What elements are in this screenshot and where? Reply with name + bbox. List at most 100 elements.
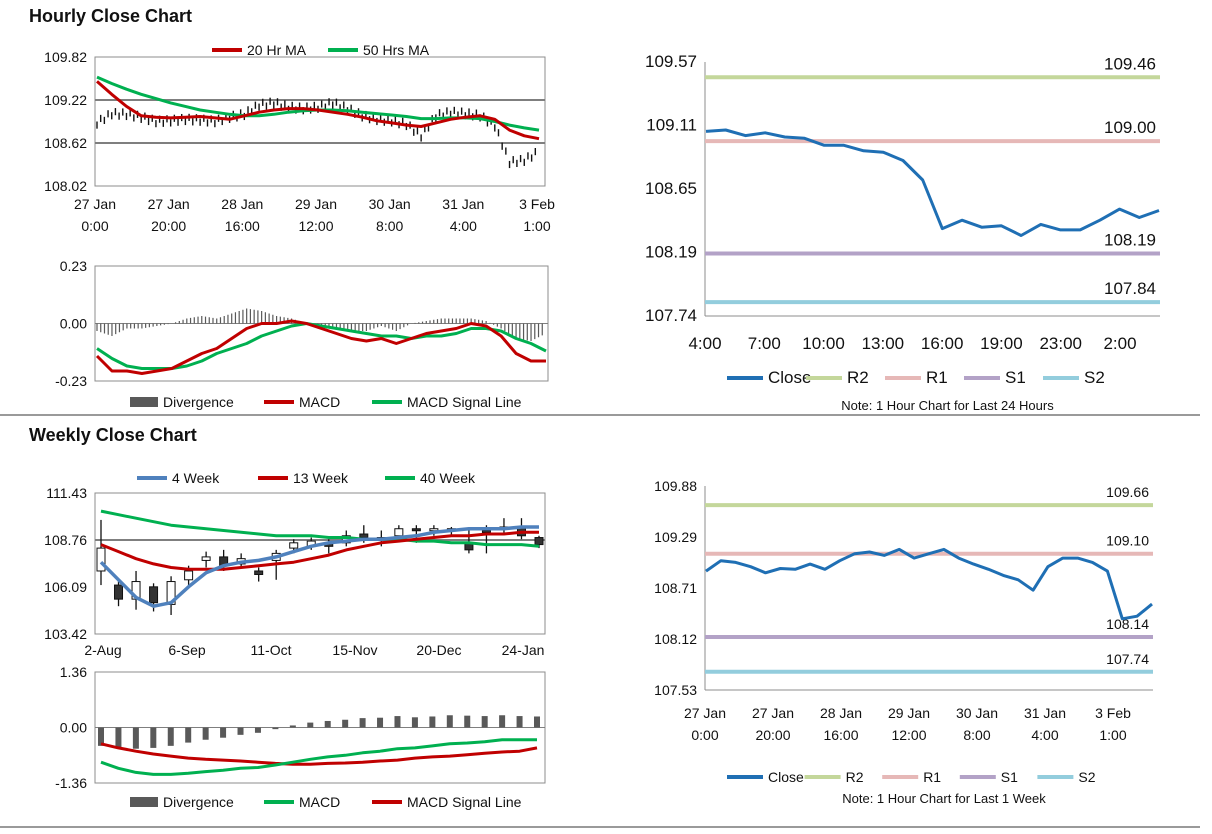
lastweek-note: Note: 1 Hour Chart for Last 1 Week: [842, 791, 1046, 806]
hourly-price-x-tick: 31 Jan: [442, 196, 484, 212]
hourly-price-x-tick: 28 Jan: [221, 196, 263, 212]
weekly-divergence-bar: [98, 727, 104, 746]
hourly-price-x-tick: 27 Jan: [74, 196, 116, 212]
weekly-candle-body: [184, 570, 194, 581]
last24-x-tick: 13:00: [862, 334, 905, 353]
lastweek-y-tick: 109.88: [654, 478, 697, 494]
lastweek-level-r1-label: 109.10: [1106, 533, 1149, 549]
last24-x-tick: 10:00: [802, 334, 845, 353]
weekly-divergence-bar: [516, 716, 523, 728]
lastweek-x-tick: 28 Jan: [820, 705, 862, 721]
last24-y-tick: 107.74: [645, 306, 697, 325]
weekly-divergence-bar: [429, 716, 436, 728]
weekly-candle-body: [411, 528, 421, 532]
weekly-divergence-bar: [464, 715, 471, 728]
last24-y-tick: 109.57: [645, 52, 697, 71]
last24-level-s2-label: 107.84: [1104, 279, 1156, 298]
weekly-divergence-bar: [411, 717, 418, 728]
legend-20hr-ma-label: 20 Hr MA: [247, 42, 307, 58]
lastweek-level-s1-label: 108.14: [1106, 616, 1149, 632]
weekly-macd-y-tick: -1.36: [55, 775, 87, 791]
hourly-section-title: Hourly Close Chart: [29, 6, 193, 26]
weekly-price-y-tick: 108.76: [44, 532, 87, 548]
last24-level-r1-label: 109.00: [1104, 118, 1156, 137]
last24-y-tick: 109.11: [646, 116, 697, 135]
legend-40-week-label: 40 Week: [420, 470, 476, 486]
legend-hourly-divergence-swatch: [130, 397, 158, 407]
weekly-divergence-bar: [185, 727, 192, 743]
last24-legend-r1-label: R1: [926, 368, 948, 387]
weekly-macd-y-tick: 1.36: [60, 664, 87, 680]
lastweek-x-tick: 12:00: [891, 727, 926, 743]
weekly-divergence-bar: [237, 727, 244, 735]
last24-x-tick: 19:00: [980, 334, 1023, 353]
lastweek-x-tick: 30 Jan: [956, 705, 998, 721]
weekly-candle-body: [481, 529, 491, 533]
lastweek-x-tick: 29 Jan: [888, 705, 930, 721]
lastweek-level-s2-label: 107.74: [1106, 651, 1149, 667]
weekly-candle-body: [394, 528, 404, 537]
hourly-price-x-tick: 0:00: [81, 218, 108, 234]
hourly-price-frame: [94, 56, 546, 187]
last24-x-tick: 2:00: [1103, 334, 1136, 353]
weekly-divergence-bar: [446, 715, 453, 728]
hourly-price-x-tick: 4:00: [450, 218, 477, 234]
weekly-ma-40wk-line: [100, 509, 540, 548]
weekly-divergence-bar: [132, 727, 139, 749]
section-divider: [0, 414, 1200, 416]
weekly-macd-line: [100, 738, 537, 776]
hourly-price-x-tick: 1:00: [523, 218, 550, 234]
lastweek-x-tick: 27 Jan: [684, 705, 726, 721]
weekly-divergence-bar: [202, 727, 209, 740]
hourly-price-x-tick: 20:00: [151, 218, 186, 234]
hourly-macd-y-tick: -0.23: [55, 373, 87, 389]
hourly-price-x-tick: 29 Jan: [295, 196, 337, 212]
hourly-ma-20hr-line: [96, 80, 540, 141]
lastweek-x-tick: 27 Jan: [752, 705, 794, 721]
weekly-divergence-bar: [481, 716, 488, 728]
hourly-price-y-tick: 108.62: [44, 135, 87, 151]
last24-close-line: [705, 128, 1160, 237]
hourly-price-y-tick: 108.02: [44, 178, 87, 194]
legend-weekly-macd-label: MACD: [299, 794, 340, 810]
weekly-divergence-bar: [377, 717, 384, 728]
hourly-price-x-tick: 12:00: [298, 218, 333, 234]
legend-hourly-divergence-label: Divergence: [163, 394, 234, 410]
last24-note: Note: 1 Hour Chart for Last 24 Hours: [841, 398, 1054, 413]
weekly-ma-13wk-line: [100, 530, 539, 571]
last24-legend-s1-label: S1: [1005, 368, 1026, 387]
hourly-price-x-tick: 27 Jan: [148, 196, 190, 212]
weekly-divergence-bar: [342, 719, 349, 728]
weekly-macd-signal-line: [100, 742, 538, 766]
weekly-divergence-bar: [254, 727, 261, 733]
legend-weekly-signal-label: MACD Signal Line: [407, 794, 522, 810]
last24-y-tick: 108.65: [645, 179, 697, 198]
last24-legend-r2-label: R2: [847, 368, 869, 387]
legend-13-week-label: 13 Week: [293, 470, 349, 486]
weekly-candle-body: [149, 586, 159, 604]
last24-x-tick: 23:00: [1039, 334, 1082, 353]
lastweek-x-tick: 8:00: [963, 727, 990, 743]
weekly-divergence-bar: [289, 725, 296, 728]
last24-level-r2-label: 109.46: [1104, 54, 1156, 73]
last24-x-tick: 7:00: [748, 334, 781, 353]
weekly-price-x-tick: 20-Dec: [416, 642, 461, 658]
weekly-divergence-bar: [499, 715, 506, 728]
weekly-candle-body: [289, 542, 299, 549]
bottom-divider: [0, 826, 1200, 828]
lastweek-x-tick: 31 Jan: [1024, 705, 1066, 721]
weekly-divergence-bar: [115, 727, 122, 748]
weekly-candle-body: [254, 570, 264, 576]
hourly-price-x-tick: 16:00: [225, 218, 260, 234]
weekly-divergence-bar: [534, 716, 540, 728]
hourly-price-x-tick: 3 Feb: [519, 196, 555, 212]
legend-hourly-macd-label: MACD: [299, 394, 340, 410]
weekly-divergence-bar: [272, 727, 279, 730]
weekly-price-x-tick: 11-Oct: [251, 642, 292, 658]
legend-50hrs-ma-label: 50 Hrs MA: [363, 42, 430, 58]
hourly-macd-signal-line: [96, 322, 547, 370]
weekly-price-y-tick: 103.42: [44, 626, 87, 642]
weekly-price-frame: [94, 492, 546, 635]
weekly-candle-body: [96, 547, 106, 572]
last24-level-s1-label: 108.19: [1104, 231, 1156, 250]
